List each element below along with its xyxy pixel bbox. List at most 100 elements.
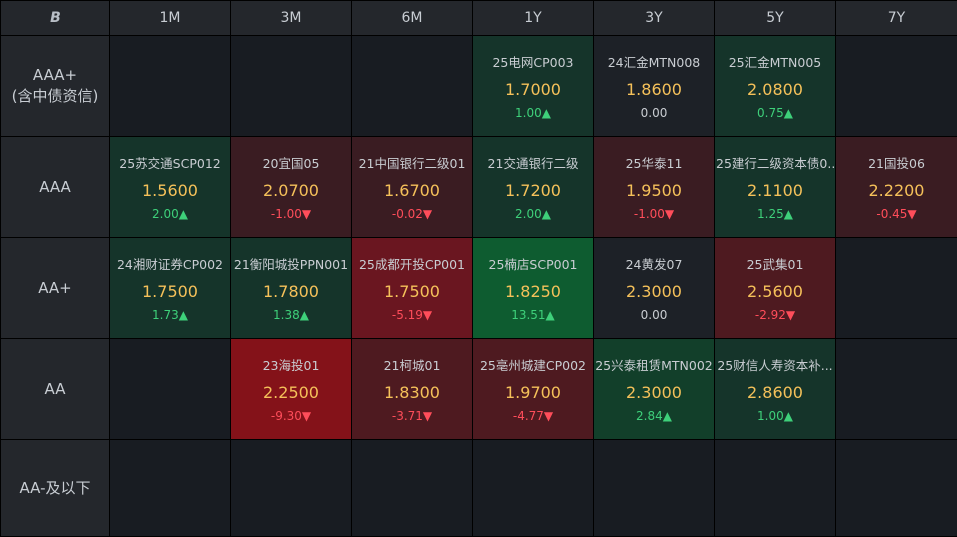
- bond-change: -1.00▼: [633, 207, 675, 221]
- empty-cell: [836, 339, 957, 439]
- bond-name: 24黄发07: [625, 257, 683, 272]
- bond-change: 1.38▲: [273, 308, 309, 322]
- bond-change: -3.71▼: [391, 409, 433, 423]
- bond-yield: 1.8600: [626, 80, 682, 99]
- bond-cell[interactable]: 25建行二级资本债0... 2.1100 1.25▲: [715, 137, 835, 237]
- empty-cell: [836, 440, 957, 536]
- bond-yield: 2.2200: [868, 181, 925, 200]
- corner-logo[interactable]: B: [1, 1, 109, 35]
- empty-cell: [231, 36, 351, 136]
- bond-yield: 1.7200: [505, 181, 561, 200]
- bond-cell[interactable]: 24黄发07 2.3000 0.00: [594, 238, 714, 338]
- bond-name: 24汇金MTN008: [607, 55, 701, 70]
- bond-yield: 1.9700: [505, 383, 561, 402]
- rating-label-text: AA-及以下: [19, 478, 91, 497]
- rating-label-aa: AA: [1, 339, 109, 439]
- bond-cell[interactable]: 21衡阳城投PPN001 1.7800 1.38▲: [231, 238, 351, 338]
- empty-cell: [473, 440, 593, 536]
- bond-cell[interactable]: 24湘财证券CP002 1.7500 1.73▲: [110, 238, 230, 338]
- bond-yield: 1.8250: [505, 282, 561, 301]
- empty-cell: [352, 440, 472, 536]
- empty-cell: [110, 339, 230, 439]
- bond-cell[interactable]: 21柯城01 1.8300 -3.71▼: [352, 339, 472, 439]
- bond-change: 0.00: [640, 106, 668, 120]
- bond-change: 2.00▲: [152, 207, 188, 221]
- empty-cell: [231, 440, 351, 536]
- tenor-header-7y[interactable]: 7Y: [836, 1, 957, 35]
- bond-yield: 2.5600: [747, 282, 803, 301]
- bond-change: 2.00▲: [515, 207, 551, 221]
- bond-cell[interactable]: 20宜国05 2.0700 -1.00▼: [231, 137, 351, 237]
- bond-yield: 1.7000: [505, 80, 561, 99]
- bond-name: 21国投06: [868, 156, 925, 171]
- bond-name: 21衡阳城投PPN001: [233, 257, 349, 272]
- rating-label-aaa-plus: AAA+ (含中债资信): [1, 36, 109, 136]
- brand-logo-icon: B: [50, 10, 61, 26]
- bond-cell[interactable]: 25汇金MTN005 2.0800 0.75▲: [715, 36, 835, 136]
- bond-yield: 2.3000: [626, 383, 682, 402]
- bond-cell[interactable]: 25财信人寿资本补... 2.8600 1.00▲: [715, 339, 835, 439]
- bond-cell[interactable]: 25电网CP003 1.7000 1.00▲: [473, 36, 593, 136]
- tenor-header-5y[interactable]: 5Y: [715, 1, 835, 35]
- bond-cell[interactable]: 25成都开投CP001 1.7500 -5.19▼: [352, 238, 472, 338]
- bond-change: -0.02▼: [391, 207, 433, 221]
- rating-label-aa-plus: AA+: [1, 238, 109, 338]
- bond-cell[interactable]: 25苏交通SCP012 1.5600 2.00▲: [110, 137, 230, 237]
- rating-label-subtext: (含中债资信): [11, 87, 99, 105]
- bond-name: 25财信人寿资本补...: [717, 358, 833, 373]
- bond-change: 1.25▲: [757, 207, 793, 221]
- bond-change: 1.00▲: [515, 106, 551, 120]
- bond-name: 25电网CP003: [492, 55, 574, 70]
- bond-change: -0.45▼: [876, 207, 917, 221]
- bond-change: 1.00▲: [757, 409, 793, 423]
- bond-yield: 1.7800: [263, 282, 319, 301]
- bond-yield: 2.3000: [626, 282, 682, 301]
- bond-name: 23海投01: [262, 358, 320, 373]
- bond-cell[interactable]: 23海投01 2.2500 -9.30▼: [231, 339, 351, 439]
- tenor-header-3y[interactable]: 3Y: [594, 1, 714, 35]
- bond-name: 25华泰11: [625, 156, 683, 171]
- bond-cell[interactable]: 21中国银行二级01 1.6700 -0.02▼: [352, 137, 472, 237]
- rating-label-text: AAA: [39, 177, 71, 196]
- bond-cell[interactable]: 25武集01 2.5600 -2.92▼: [715, 238, 835, 338]
- bond-cell[interactable]: 25亳州城建CP002 1.9700 -4.77▼: [473, 339, 593, 439]
- bond-yield: 2.0800: [747, 80, 803, 99]
- bond-yield: 1.9500: [626, 181, 682, 200]
- bond-name: 21柯城01: [383, 358, 441, 373]
- bond-change: 1.73▲: [152, 308, 188, 322]
- tenor-header-1y[interactable]: 1Y: [473, 1, 593, 35]
- bond-yield: 2.2500: [263, 383, 319, 402]
- tenor-header-3m[interactable]: 3M: [231, 1, 351, 35]
- tenor-header-1m[interactable]: 1M: [110, 1, 230, 35]
- empty-cell: [110, 36, 230, 136]
- bond-name: 25兴泰租赁MTN002: [595, 358, 713, 373]
- bond-change: -2.92▼: [754, 308, 796, 322]
- bond-name: 25武集01: [746, 257, 804, 272]
- rating-label-aaa: AAA: [1, 137, 109, 237]
- bond-name: 24湘财证券CP002: [116, 257, 224, 272]
- bond-name: 21交通银行二级: [487, 156, 579, 171]
- bond-name: 25苏交通SCP012: [119, 156, 221, 171]
- bond-name: 25成都开投CP001: [358, 257, 466, 272]
- bond-yield: 1.7500: [384, 282, 440, 301]
- empty-cell: [352, 36, 472, 136]
- bond-cell[interactable]: 21交通银行二级 1.7200 2.00▲: [473, 137, 593, 237]
- rating-label-text: AA+: [38, 278, 72, 297]
- bond-change: 2.84▲: [636, 409, 672, 423]
- bond-name: 25建行二级资本债0...: [716, 156, 834, 171]
- bond-name: 25楠店SCP001: [488, 257, 578, 272]
- bond-cell[interactable]: 24汇金MTN008 1.8600 0.00: [594, 36, 714, 136]
- bond-yield: 1.6700: [384, 181, 440, 200]
- bond-cell[interactable]: 25楠店SCP001 1.8250 13.51▲: [473, 238, 593, 338]
- bond-cell[interactable]: 21国投06 2.2200 -0.45▼: [836, 137, 957, 237]
- bond-change: -4.77▼: [512, 409, 554, 423]
- bond-cell[interactable]: 25兴泰租赁MTN002 2.3000 2.84▲: [594, 339, 714, 439]
- bond-yield: 1.7500: [142, 282, 198, 301]
- bond-change: 0.75▲: [757, 106, 793, 120]
- tenor-header-6m[interactable]: 6M: [352, 1, 472, 35]
- empty-cell: [836, 36, 957, 136]
- bond-cell[interactable]: 25华泰11 1.9500 -1.00▼: [594, 137, 714, 237]
- empty-cell: [715, 440, 835, 536]
- rating-label-aa-minus-and-below: AA-及以下: [1, 440, 109, 536]
